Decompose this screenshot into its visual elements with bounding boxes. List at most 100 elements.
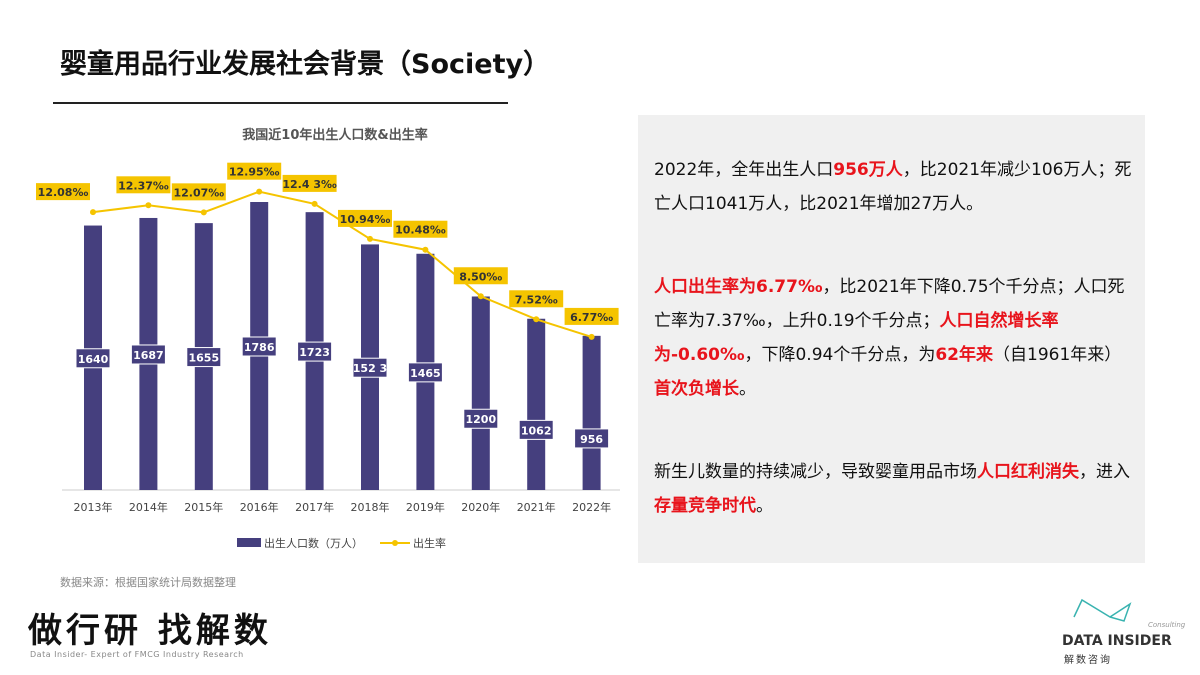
- summary-text: 956万人: [833, 160, 903, 180]
- summary-text: ，下降0.94个千分点，为: [744, 345, 936, 365]
- summary-text: 2022年，全年出生人口: [654, 160, 834, 180]
- bar-label-bg: [518, 419, 554, 440]
- rate-point: [533, 316, 540, 323]
- summary-text: ，进入: [1079, 462, 1130, 482]
- summary-text: 人口红利消失: [977, 462, 1079, 482]
- rate-point: [90, 209, 96, 216]
- legend-line-label: 出生率: [413, 536, 446, 550]
- bar-label-bg: [75, 348, 111, 369]
- legend-line-marker: [392, 540, 398, 546]
- bar: [471, 296, 490, 490]
- bowtie-logo-icon: [1073, 598, 1132, 622]
- rate-label-bg: [509, 290, 564, 308]
- bar-value-label: 1723: [299, 346, 330, 359]
- x-tick-label: 2021年: [517, 500, 556, 514]
- summary-text: ，比2021年减少106万人；死亡人口1041万人，比2021年增加27万人。: [654, 160, 1132, 214]
- x-tick-label: 2016年: [240, 500, 279, 514]
- rate-point: [145, 202, 152, 209]
- rate-point: [367, 235, 373, 242]
- summary-text: 首次负增长: [654, 379, 739, 399]
- x-tick-label: 2015年: [184, 500, 223, 514]
- bar-label-bg: [186, 347, 222, 368]
- x-tick-label: 2020年: [461, 500, 500, 514]
- summary-text: ，比2021年下降0.75个千分点；人口死亡率为7.37‰，上升0.19个千分点…: [654, 277, 1125, 331]
- chart-title: 我国近10年出生人口数&出生率: [242, 127, 427, 143]
- rate-point: [311, 200, 318, 207]
- rate-label-bg: [282, 174, 337, 192]
- x-tick-label: 2022年: [572, 500, 611, 514]
- logo-name: DATA INSIDER: [1062, 633, 1172, 649]
- rate-label-bg: [116, 176, 171, 194]
- bar-label-bg: [241, 336, 277, 357]
- bar-value-label: 1640: [78, 353, 109, 366]
- bar-label-bg: [352, 357, 388, 378]
- legend: 出生人口数（万人） 出生率: [237, 536, 446, 550]
- bar-label-bg: [130, 344, 166, 365]
- page-title: 婴童用品行业发展社会背景（Society）: [60, 49, 551, 80]
- rate-value-label: 12.07‰: [173, 186, 224, 199]
- x-tick-label: 2013年: [74, 500, 113, 514]
- legend-bar-label: 出生人口数（万人）: [264, 536, 363, 550]
- bar-value-label: 152 3: [353, 362, 387, 375]
- summary-text: 人口自然增长率为-0.60‰: [654, 311, 1059, 365]
- bar: [527, 318, 546, 490]
- bar-value-label: 1200: [465, 413, 496, 426]
- rate-label-bg: [338, 209, 392, 227]
- data-insider-logo: Consulting DATA INSIDER 解数咨询: [1062, 597, 1192, 667]
- bar-label-bg: [463, 408, 499, 429]
- rate-point: [422, 246, 429, 253]
- rate-value-label: 6.77‰: [570, 311, 613, 324]
- rate-point: [477, 293, 484, 300]
- rate-value-label: 12.95‰: [229, 166, 280, 179]
- bar-label-bg: [297, 341, 333, 362]
- rate-value-label: 7.52‰: [515, 293, 558, 306]
- summary-rates: 人口出生率为6.77‰，比2021年下降0.75个千分点；人口死亡率为7.37‰…: [654, 270, 1134, 406]
- rate-point: [588, 333, 595, 340]
- summary-text: 。: [756, 496, 773, 516]
- title-divider: [53, 102, 508, 104]
- bar-label-bg: [407, 362, 443, 383]
- bar-value-label: 1062: [521, 424, 552, 437]
- logo-cn: 解数咨询: [1064, 655, 1112, 666]
- x-tick-label: 2017年: [295, 500, 334, 514]
- rate-value-label: 12.08‰: [38, 186, 89, 199]
- summary-conclusion: 新生儿数量的持续减少，导致婴童用品市场人口红利消失，进入存量竞争时代。: [654, 455, 1134, 523]
- bar-value-label: 956: [580, 433, 603, 446]
- bar-value-label: 1465: [410, 367, 441, 380]
- x-tick-label: 2019年: [406, 500, 445, 514]
- rate-label-bg: [227, 162, 282, 180]
- summary-births: 2022年，全年出生人口956万人，比2021年减少106万人；死亡人口1041…: [654, 153, 1134, 221]
- rate-value-label: 12.4 3‰: [282, 178, 337, 191]
- x-tick-label: 2014年: [129, 500, 168, 514]
- birth-chart: 我国近10年出生人口数&出生率 1640 12.08‰ 1687 12.37‰ 1655…: [36, 127, 620, 550]
- rate-value-label: 12.37‰: [118, 179, 169, 192]
- summary-text: （自1961年来）: [993, 345, 1122, 365]
- summary-text: 存量竞争时代: [654, 496, 756, 516]
- bar-value-label: 1655: [188, 352, 219, 365]
- bar-value-label: 1687: [133, 349, 164, 362]
- rate-label-bg: [393, 220, 448, 238]
- rate-label-bg: [36, 183, 90, 201]
- summary-panel: 2022年，全年出生人口956万人，比2021年减少106万人；死亡人口1041…: [638, 115, 1145, 563]
- rate-label-bg: [453, 267, 508, 285]
- slogan: 做行研 找解数: [28, 611, 272, 651]
- slogan-subtitle: Data Insider- Expert of FMCG Industry Re…: [30, 650, 244, 659]
- bar-label-bg: [574, 428, 610, 449]
- summary-text: 。: [739, 379, 756, 399]
- logo-consulting: Consulting: [1148, 621, 1186, 629]
- legend-bar-swatch: [237, 538, 261, 547]
- summary-text: 人口出生率为6.77‰: [654, 277, 823, 297]
- rate-point: [256, 188, 263, 195]
- data-source: 数据来源：根据国家统计局数据整理: [60, 576, 236, 589]
- rate-value-label: 8.50‰: [459, 270, 502, 283]
- bar: [582, 335, 601, 490]
- summary-text: 新生儿数量的持续减少，导致婴童用品市场: [654, 462, 977, 482]
- rate-point: [200, 209, 207, 216]
- rate-value-label: 10.94‰: [340, 213, 391, 226]
- bar-value-label: 1786: [244, 341, 275, 354]
- summary-text: 62年来: [935, 345, 994, 365]
- rate-label-bg: [171, 183, 226, 201]
- rate-value-label: 10.48‰: [395, 224, 446, 237]
- x-tick-label: 2018年: [351, 500, 390, 514]
- rate-label-bg: [564, 307, 619, 325]
